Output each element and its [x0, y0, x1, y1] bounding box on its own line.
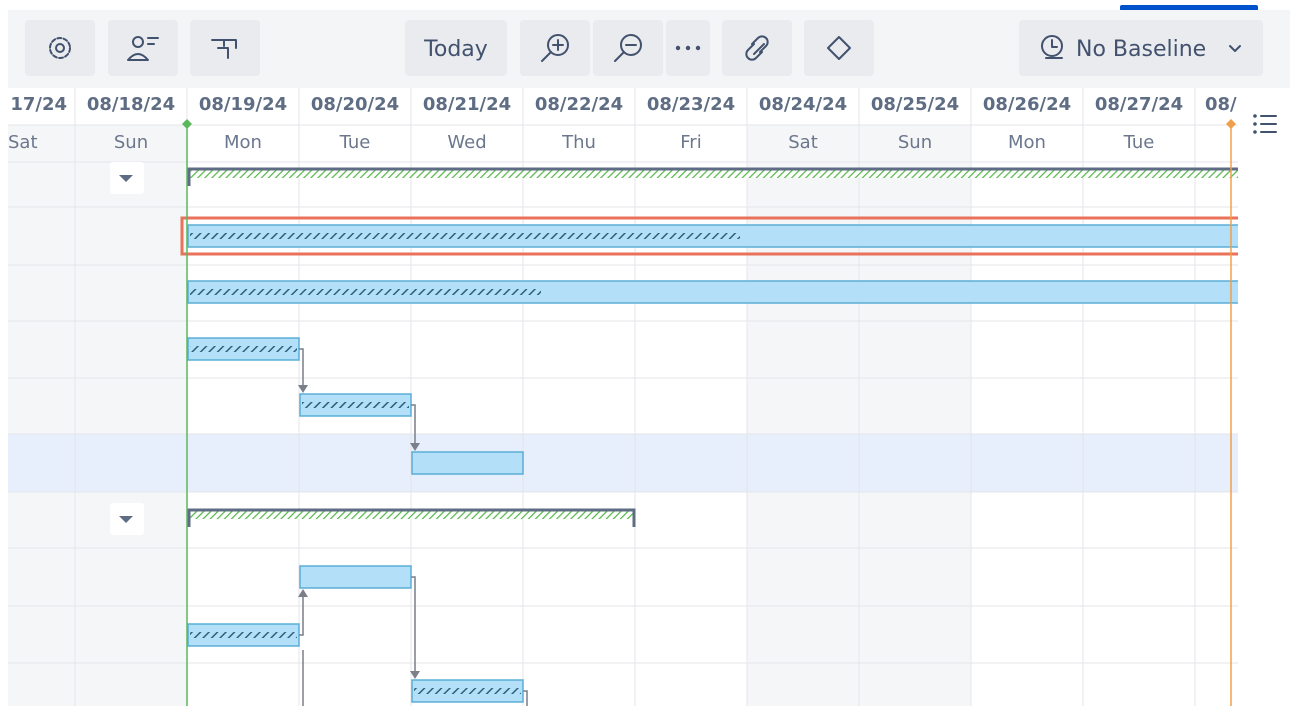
date-label: 08/20/24 [311, 94, 399, 115]
task-bar [299, 565, 412, 589]
date-label: 08/ [1205, 94, 1237, 115]
weekend-column [859, 125, 971, 706]
date-label: 08/18/24 [87, 94, 175, 115]
list-toggle[interactable] [1238, 88, 1290, 160]
arrow-head [410, 671, 420, 679]
arrow-head [298, 589, 308, 597]
milestone-button[interactable] [804, 20, 874, 76]
settings-button[interactable] [25, 20, 95, 76]
weekday-label: Thu [561, 132, 596, 153]
dependency [299, 348, 304, 386]
date-label: 08/25/24 [871, 94, 959, 115]
progress [190, 289, 541, 295]
date-label: 08/27/24 [1095, 94, 1183, 115]
summary-bar [189, 170, 1238, 178]
today-label: Today [423, 37, 488, 62]
weekday-label: Mon [224, 132, 262, 153]
weekday-label: Fri [680, 132, 701, 153]
weekday-label: Sat [8, 132, 38, 153]
date-label: 08/22/24 [535, 94, 623, 115]
progress [190, 233, 740, 239]
arrow-head [410, 443, 420, 451]
progress [414, 688, 521, 694]
today-marker [182, 119, 192, 129]
baseline-button[interactable]: No Baseline [1019, 20, 1263, 76]
weekday-label: Tue [339, 132, 371, 153]
zoom-in-button[interactable] [520, 20, 590, 76]
date-label: 08/21/24 [423, 94, 511, 115]
weekday-label: Sun [114, 132, 148, 153]
dependency [299, 596, 304, 636]
selected-row [8, 434, 1238, 492]
date-label: 08/24/24 [759, 94, 847, 115]
weekday-label: Sat [788, 132, 818, 153]
caret [119, 175, 133, 182]
caret [119, 516, 133, 523]
baseline-label: No Baseline [1076, 37, 1206, 62]
weekday-label: Wed [447, 132, 486, 153]
arrow-head [298, 385, 308, 393]
selection-outline [180, 216, 1238, 256]
summary-bracket [187, 167, 1238, 186]
progress [190, 632, 297, 638]
deadline-marker [1226, 119, 1236, 129]
indent-button[interactable] [190, 20, 260, 76]
progress [302, 402, 409, 408]
date-label: 08/23/24 [647, 94, 735, 115]
more-button[interactable] [666, 20, 710, 76]
summary-bracket [187, 508, 636, 527]
top-accent [1120, 5, 1258, 11]
date-label: 08/26/24 [983, 94, 1071, 115]
progress [190, 346, 297, 352]
date-label: 08/19/24 [199, 94, 287, 115]
link-button[interactable] [722, 20, 792, 76]
summary-bar [189, 511, 634, 519]
dependency [411, 576, 416, 672]
today-button[interactable]: Today [405, 20, 507, 76]
weekend-column [747, 125, 859, 706]
weekday-label: Mon [1008, 132, 1046, 153]
zoom-out-button[interactable] [593, 20, 663, 76]
date-label: 17/24 [10, 94, 67, 115]
assign-button[interactable] [108, 20, 178, 76]
task-bar [411, 451, 524, 475]
task-bar [187, 280, 1238, 304]
dependency [411, 404, 416, 444]
dependency [523, 690, 528, 706]
weekday-label: Sun [898, 132, 932, 153]
weekend-column [75, 125, 187, 706]
weekday-label: Tue [1123, 132, 1155, 153]
weekend-column [8, 125, 75, 706]
